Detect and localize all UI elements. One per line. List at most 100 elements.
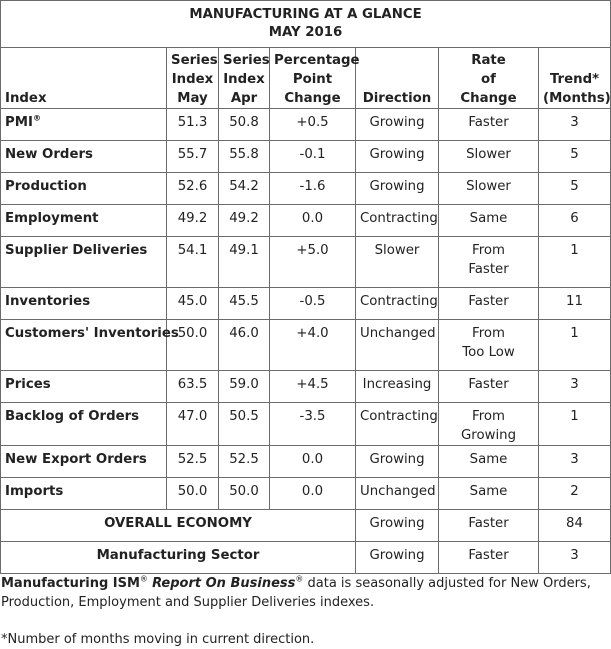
index-name-text: Customers' Inventories (5, 326, 179, 341)
trend-months: 2 (537, 477, 611, 510)
pp-change: 0.0 (269, 477, 356, 510)
header-pp-change: Percentage Point Change (269, 47, 360, 109)
index-name-text: PMI (5, 115, 33, 130)
rate-of-change: Faster (438, 287, 539, 320)
index-name-text: Employment (5, 211, 99, 226)
header-index: Index (0, 47, 167, 109)
header-series-may: Series Index May (166, 47, 219, 109)
header-rate-of-change: Rate of Change (438, 47, 539, 109)
series-index-apr: 45.5 (218, 287, 270, 320)
header-direction: Direction (355, 47, 439, 109)
index-name: PMI® (0, 108, 167, 141)
series-index-apr: 46.0 (218, 319, 270, 371)
index-name-text: Backlog of Orders (5, 409, 140, 424)
direction: Growing (355, 108, 439, 141)
index-name: Imports (0, 477, 167, 510)
series-index-may: 52.5 (166, 445, 219, 478)
trend-months: 5 (537, 140, 611, 173)
rate-line: From (472, 243, 505, 258)
header-trend: Trend* (Months) (537, 47, 611, 109)
trend-months: 11 (537, 287, 611, 320)
rate-of-change: Same (438, 445, 539, 478)
index-name: Customers' Inventories (0, 319, 179, 371)
rate-line: Same (469, 211, 508, 226)
direction: Growing (355, 172, 439, 205)
rate-line: Faster (468, 294, 509, 309)
note-brand: Manufacturing ISM (1, 576, 140, 591)
table-row: Prices 63.5 59.0 +4.5 Increasing Faster 3 (0, 370, 611, 403)
rate-line: Faster (468, 262, 509, 277)
series-index-apr: 52.5 (218, 445, 270, 478)
seasonal-note: Manufacturing ISM® Report On Business® d… (1, 574, 611, 612)
table-row: New Export Orders 52.5 52.5 0.0 Growing Same 3 (0, 445, 611, 478)
title-line-1: MANUFACTURING AT A GLANCE (189, 7, 422, 22)
table-title: MANUFACTURING AT A GLANCE MAY 2016 (0, 0, 611, 48)
trend-months: 1 (537, 402, 611, 446)
index-name: Employment (0, 204, 167, 237)
index-name: New Export Orders (0, 445, 167, 478)
table-row: Employment 49.2 49.2 0.0 Contracting Same 6 (0, 204, 611, 237)
table-row: New Orders 55.7 55.8 -0.1 Growing Slower 5 (0, 140, 611, 173)
summary-direction: Growing (355, 509, 439, 542)
index-name: Backlog of Orders (0, 402, 167, 446)
trend-months: 3 (537, 370, 611, 403)
rate-of-change: Slower (438, 140, 539, 173)
summary-name: OVERALL ECONOMY (0, 509, 356, 542)
series-index-may: 52.6 (166, 172, 219, 205)
direction: Contracting (355, 287, 439, 320)
summary-row: OVERALL ECONOMY Growing Faster 84 (0, 509, 611, 542)
series-index-may: 55.7 (166, 140, 219, 173)
series-index-may: 51.3 (166, 108, 219, 141)
index-name-text: New Export Orders (5, 452, 147, 467)
footnote: *Number of months moving in current dire… (1, 632, 315, 647)
pp-change: -0.5 (269, 287, 356, 320)
table-row: Inventories 45.0 45.5 -0.5 Contracting Faster… (0, 287, 611, 320)
index-name-text: Imports (5, 484, 64, 499)
trend-months: 3 (537, 445, 611, 478)
rate-of-change: Same (438, 204, 539, 237)
table-row: Production 52.6 54.2 -1.6 Growing Slower 5 (0, 172, 611, 205)
table-row: Customers' Inventories 50.0 46.0 +4.0 Unchan… (0, 319, 611, 371)
title-line-2: MAY 2016 (268, 25, 343, 40)
series-index-may: 47.0 (166, 402, 219, 446)
index-name: Supplier Deliveries (0, 236, 167, 288)
rate-line: Slower (466, 147, 511, 162)
rate-of-change: Faster (438, 108, 539, 141)
rate-of-change: Slower (438, 172, 539, 205)
table-row: Imports 50.0 50.0 0.0 Unchanged Same 2 (0, 477, 611, 510)
table-row: PMI® 51.3 50.8 +0.5 Growing Faster 3 (0, 108, 611, 141)
series-index-may: 49.2 (166, 204, 219, 237)
direction: Unchanged (355, 319, 439, 371)
pp-change: +5.0 (269, 236, 356, 288)
summary-trend: 84 (537, 509, 611, 542)
summary-row: Manufacturing Sector Growing Faster 3 (0, 541, 611, 574)
pp-change: -1.6 (269, 172, 356, 205)
index-name: Inventories (0, 287, 167, 320)
direction: Unchanged (355, 477, 439, 510)
trend-months: 6 (537, 204, 611, 237)
header-series-apr: Series Index Apr (218, 47, 270, 109)
rate-of-change: Same (438, 477, 539, 510)
rate-of-change: From Growing (438, 402, 539, 446)
series-index-apr: 55.8 (218, 140, 270, 173)
index-name: Production (0, 172, 167, 205)
series-index-apr: 50.5 (218, 402, 270, 446)
series-index-may: 54.1 (166, 236, 219, 288)
series-index-may: 50.0 (166, 477, 219, 510)
rate-line: Faster (468, 115, 509, 130)
index-name: New Orders (0, 140, 167, 173)
trend-months: 5 (537, 172, 611, 205)
direction: Growing (355, 445, 439, 478)
pp-change: +0.5 (269, 108, 356, 141)
index-name-sup: ® (32, 113, 41, 123)
note-brand-sup: ® (139, 574, 148, 584)
table-row: Supplier Deliveries 54.1 49.1 +5.0 Slower Fro… (0, 236, 611, 288)
series-index-may: 63.5 (166, 370, 219, 403)
index-name-text: Supplier Deliveries (5, 243, 148, 258)
trend-months: 1 (537, 319, 611, 371)
index-name-text: Inventories (5, 294, 91, 309)
summary-name: Manufacturing Sector (0, 541, 356, 574)
summary-rate: Faster (438, 509, 539, 542)
pp-change: +4.0 (269, 319, 356, 371)
